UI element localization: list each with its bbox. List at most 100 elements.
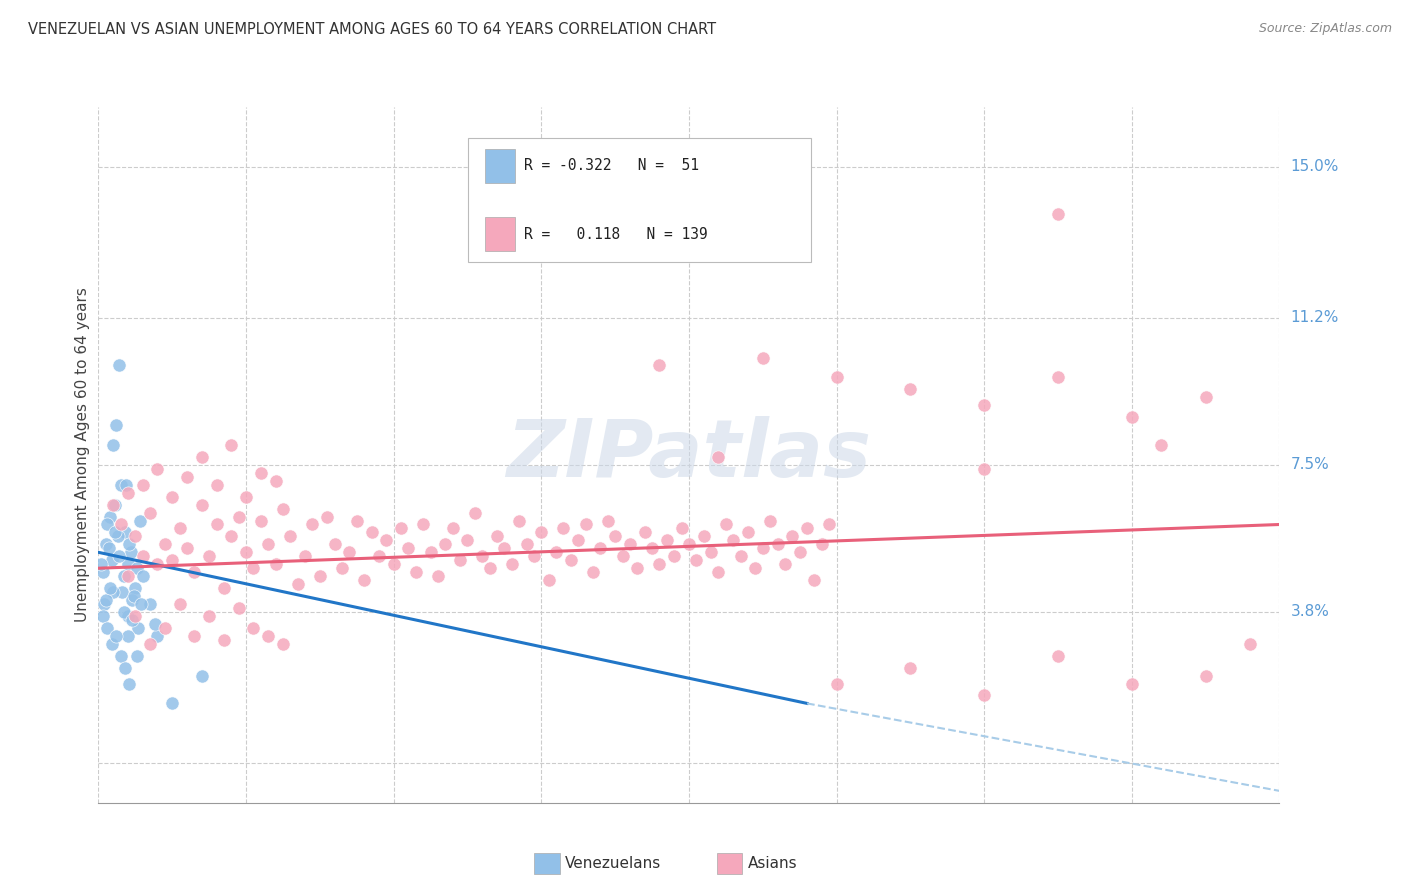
Point: [94, 537, 117, 551]
Point: [671, 521, 693, 535]
Point: [707, 450, 730, 464]
Point: [973, 462, 995, 476]
Point: [242, 561, 264, 575]
Point: [900, 660, 922, 674]
Point: [546, 545, 568, 559]
Point: [1121, 676, 1143, 690]
Point: [191, 450, 214, 464]
Point: [751, 351, 773, 365]
Point: [744, 561, 766, 575]
Point: [103, 438, 125, 452]
Point: [596, 514, 619, 528]
Point: [108, 359, 131, 373]
Point: [759, 514, 782, 528]
Point: [257, 537, 280, 551]
Point: [219, 529, 243, 543]
Point: [427, 569, 450, 583]
Point: [508, 514, 530, 528]
Point: [626, 561, 648, 575]
Point: [132, 569, 155, 583]
Point: [396, 541, 419, 556]
Point: [810, 537, 832, 551]
Point: [110, 477, 132, 491]
Point: [235, 545, 257, 559]
Point: [132, 549, 155, 564]
Point: [183, 629, 205, 643]
Point: [105, 629, 128, 643]
Point: [537, 573, 560, 587]
Point: [183, 565, 205, 579]
Point: [205, 517, 228, 532]
Point: [103, 498, 125, 512]
Text: 3.8%: 3.8%: [1291, 605, 1330, 619]
Point: [693, 529, 716, 543]
Point: [478, 561, 501, 575]
Point: [323, 537, 346, 551]
Point: [91, 609, 114, 624]
Point: [973, 398, 995, 412]
Point: [114, 660, 136, 674]
Point: [1046, 207, 1069, 221]
Point: [316, 509, 339, 524]
Point: [105, 418, 128, 433]
Point: [278, 529, 302, 543]
Point: [449, 553, 471, 567]
Text: 11.2%: 11.2%: [1291, 310, 1339, 326]
Point: [124, 529, 146, 543]
Point: [191, 668, 214, 682]
Point: [803, 573, 825, 587]
Point: [96, 621, 118, 635]
Point: [108, 549, 131, 564]
Point: [117, 609, 139, 624]
Point: [271, 637, 294, 651]
Point: [664, 549, 686, 564]
Y-axis label: Unemployment Among Ages 60 to 64 years: Unemployment Among Ages 60 to 64 years: [75, 287, 90, 623]
Point: [212, 632, 235, 647]
Point: [419, 545, 441, 559]
Point: [143, 616, 166, 631]
Point: [1046, 370, 1069, 384]
Point: [97, 541, 120, 556]
Point: [530, 525, 553, 540]
Point: [127, 621, 149, 635]
Text: R =   0.118   N = 139: R = 0.118 N = 139: [524, 227, 707, 242]
Point: [139, 597, 162, 611]
Point: [205, 477, 228, 491]
Point: [90, 558, 112, 572]
Point: [235, 490, 257, 504]
Point: [169, 597, 191, 611]
Point: [117, 558, 139, 572]
Point: [112, 605, 135, 619]
Point: [191, 498, 214, 512]
Point: [582, 565, 605, 579]
Point: [104, 525, 127, 540]
Point: [655, 533, 678, 548]
Text: ZIPatlas: ZIPatlas: [506, 416, 872, 494]
Point: [301, 517, 323, 532]
Point: [112, 569, 135, 583]
Point: [125, 561, 148, 575]
Point: [412, 517, 434, 532]
Point: [120, 545, 142, 559]
Point: [486, 529, 509, 543]
Point: [330, 561, 353, 575]
Point: [146, 629, 169, 643]
Point: [103, 585, 125, 599]
Point: [146, 558, 169, 572]
Point: [382, 558, 405, 572]
Point: [1046, 648, 1069, 663]
Point: [132, 477, 155, 491]
Point: [464, 506, 486, 520]
Point: [121, 593, 143, 607]
Point: [98, 581, 121, 595]
Point: [714, 517, 737, 532]
Point: [1150, 438, 1173, 452]
Point: [678, 537, 700, 551]
Point: [228, 601, 250, 615]
Point: [796, 521, 818, 535]
Point: [264, 474, 287, 488]
Point: [139, 637, 162, 651]
Point: [250, 514, 273, 528]
Text: VENEZUELAN VS ASIAN UNEMPLOYMENT AMONG AGES 60 TO 64 YEARS CORRELATION CHART: VENEZUELAN VS ASIAN UNEMPLOYMENT AMONG A…: [28, 22, 716, 37]
Point: [360, 525, 382, 540]
